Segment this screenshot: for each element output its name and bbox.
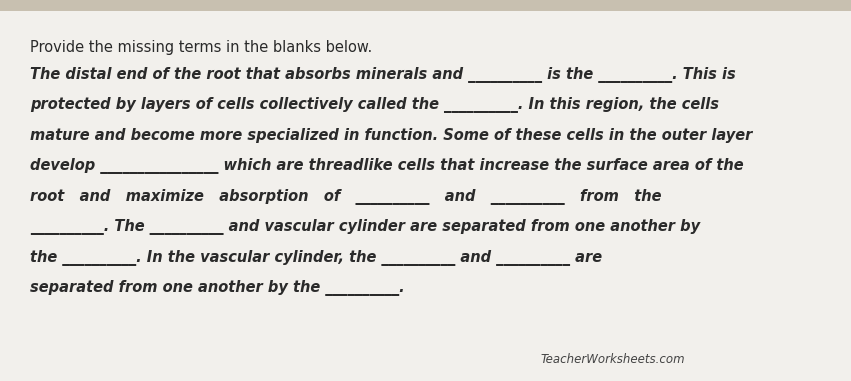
Text: protected by layers of cells collectively called the __________. In this region,: protected by layers of cells collectivel… [30, 97, 719, 113]
Text: root   and   maximize   absorption   of   __________   and   __________   from  : root and maximize absorption of ________… [30, 189, 661, 205]
Text: the __________. In the vascular cylinder, the __________ and __________ are: the __________. In the vascular cylinder… [30, 250, 602, 266]
Text: The distal end of the root that absorbs minerals and __________ is the _________: The distal end of the root that absorbs … [30, 67, 735, 83]
Text: TeacherWorksheets.com: TeacherWorksheets.com [540, 353, 685, 366]
Text: __________. The __________ and vascular cylinder are separated from one another : __________. The __________ and vascular … [30, 219, 700, 235]
Text: separated from one another by the __________.: separated from one another by the ______… [30, 280, 404, 296]
Text: Provide the missing terms in the blanks below.: Provide the missing terms in the blanks … [30, 40, 372, 55]
Text: mature and become more specialized in function. Some of these cells in the outer: mature and become more specialized in fu… [30, 128, 752, 142]
Text: develop ________________ which are threadlike cells that increase the surface ar: develop ________________ which are threa… [30, 158, 744, 174]
